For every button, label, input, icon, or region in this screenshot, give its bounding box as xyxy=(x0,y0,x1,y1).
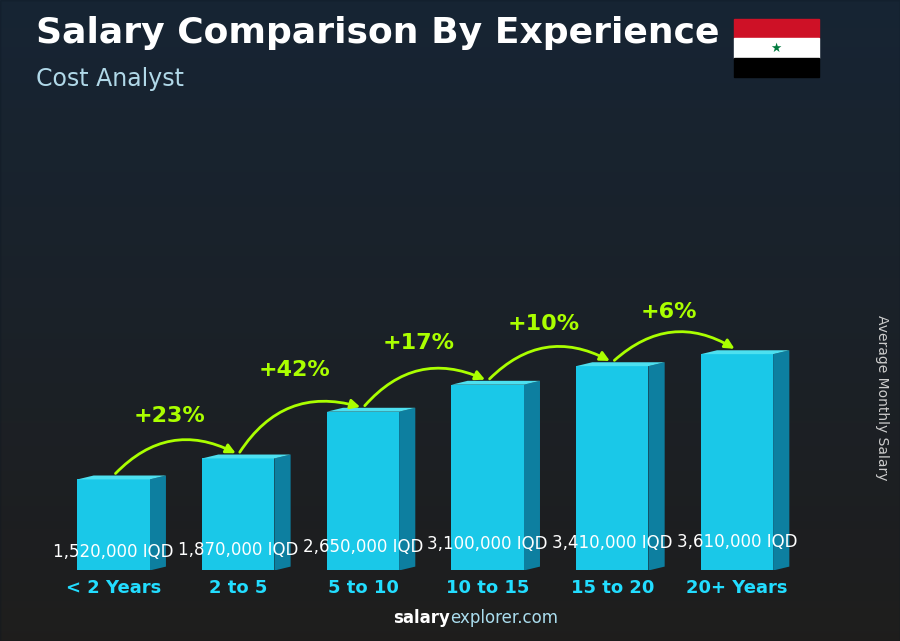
Text: +23%: +23% xyxy=(134,406,205,426)
Text: salary: salary xyxy=(393,609,450,627)
Polygon shape xyxy=(149,476,166,570)
Text: explorer.com: explorer.com xyxy=(450,609,558,627)
Bar xyxy=(734,38,819,58)
Polygon shape xyxy=(452,381,540,385)
Polygon shape xyxy=(524,381,540,570)
Bar xyxy=(202,458,274,570)
Polygon shape xyxy=(327,408,415,412)
Bar xyxy=(576,366,649,570)
Text: +10%: +10% xyxy=(508,314,580,334)
Text: Cost Analyst: Cost Analyst xyxy=(36,67,184,91)
Bar xyxy=(734,58,819,77)
Text: 1,520,000 IQD: 1,520,000 IQD xyxy=(53,543,174,561)
Bar xyxy=(701,354,773,570)
Bar xyxy=(77,479,149,570)
Bar xyxy=(327,412,399,570)
Polygon shape xyxy=(576,362,665,366)
Text: 2,650,000 IQD: 2,650,000 IQD xyxy=(302,538,423,556)
Text: 1,870,000 IQD: 1,870,000 IQD xyxy=(178,542,299,560)
Text: 3,100,000 IQD: 3,100,000 IQD xyxy=(428,535,548,553)
Text: +17%: +17% xyxy=(383,333,455,353)
Polygon shape xyxy=(701,350,789,354)
Text: 3,410,000 IQD: 3,410,000 IQD xyxy=(552,534,672,552)
Polygon shape xyxy=(399,408,415,570)
Polygon shape xyxy=(274,454,291,570)
Polygon shape xyxy=(773,350,789,570)
Bar xyxy=(452,385,524,570)
Text: Salary Comparison By Experience: Salary Comparison By Experience xyxy=(36,16,719,50)
Text: +6%: +6% xyxy=(640,302,697,322)
Polygon shape xyxy=(649,362,665,570)
Text: ★: ★ xyxy=(770,42,782,54)
Text: Average Monthly Salary: Average Monthly Salary xyxy=(875,315,889,480)
Polygon shape xyxy=(77,476,166,479)
Text: 3,610,000 IQD: 3,610,000 IQD xyxy=(677,533,797,551)
Polygon shape xyxy=(202,454,291,458)
Text: +42%: +42% xyxy=(258,360,330,379)
Bar xyxy=(734,19,819,38)
